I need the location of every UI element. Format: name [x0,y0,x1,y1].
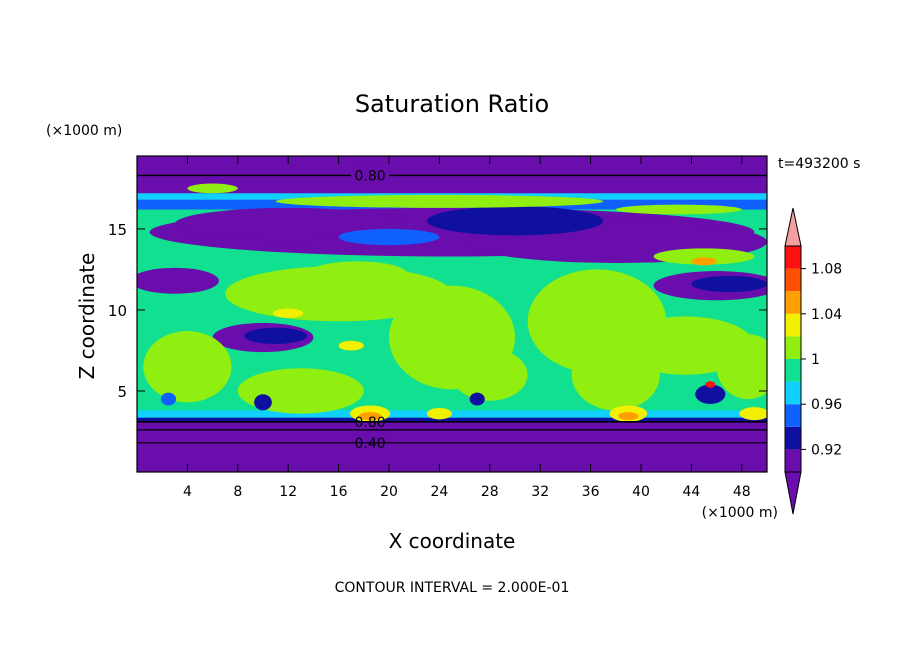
field-cell [160,392,177,406]
field-cell [244,327,308,344]
x-tick-label: 8 [233,484,242,500]
field-cell [358,412,382,421]
field-cell [143,331,232,403]
x-unit-note: (×1000 m) [702,505,778,521]
colorbar-swatch [785,359,801,382]
colorbar-under-arrow [784,471,802,515]
contour-label: 0.40 [355,436,386,452]
field-cell [426,206,604,236]
y-axis: 5 10 15 [108,221,767,401]
chart-title: Saturation Ratio [355,90,549,118]
contour-label-bg [351,167,390,184]
y-axis-label: Z coordinate [75,253,99,380]
colorbar-label: 1.04 [811,307,842,323]
x-tick-label: 16 [330,484,348,500]
field-cell [273,308,304,319]
field-cell [338,228,440,246]
colorbar-label: 1 [811,352,820,368]
field-cell [618,412,639,421]
field-cell [615,204,742,215]
field-cell [187,183,238,194]
x-axis: 4 8 12 16 20 24 28 32 36 40 44 48 [183,156,751,500]
field-cell [338,340,364,351]
colorbar-label: 0.96 [811,397,842,413]
y-tick-label: 5 [117,383,127,401]
colorbar-swatch [785,449,801,472]
time-label: t=493200 s [778,156,860,172]
field-cell [137,267,219,294]
colorbar-swatch [785,336,801,359]
field-cell [174,207,402,241]
field-cell [739,407,767,421]
x-tick-label: 48 [733,484,751,500]
contour-lines [137,174,767,444]
colorbar-label: 1.08 [811,262,842,278]
field-cell [653,248,755,265]
field-cell [225,266,452,322]
saturation-field [137,156,767,472]
contour-label: 0.80 [355,415,386,431]
colorbar-swatch [785,381,801,405]
x-tick-label: 36 [582,484,600,500]
contour-label: 0.80 [355,168,386,184]
x-tick-label: 24 [430,484,448,500]
x-axis-label: X coordinate [389,529,516,553]
x-tick-label: 12 [279,484,297,500]
x-tick-label: 32 [531,484,549,500]
humid-layer-base [137,410,767,419]
x-tick-label: 4 [183,484,192,500]
colorbar-swatch [785,404,801,427]
colorbar-swatch [785,268,801,292]
field-cell [469,392,485,406]
y-unit-note: (×1000 m) [46,123,122,139]
colorbar-label: 0.92 [811,442,842,458]
colorbar-over-arrow [784,207,802,247]
field-cell [426,407,452,420]
y-tick-label: 15 [108,221,127,239]
colorbar: 1.08 1.04 1 0.96 0.92 [784,207,842,515]
contour-interval-footer: CONTOUR INTERVAL = 2.000E-01 [335,580,570,596]
x-tick-label: 20 [380,484,398,500]
colorbar-swatch [785,246,801,269]
field-cell [705,381,716,388]
boundary-layer-top [137,417,767,423]
x-tick-label: 40 [632,484,650,500]
contour-labels: 0.80 0.80 0.40 [351,167,390,452]
colorbar-swatch [785,313,801,337]
field-cell [452,348,528,401]
field-cell [716,334,767,400]
field-cell [254,394,272,411]
x-tick-label: 44 [682,484,700,500]
colorbar-swatch [785,291,801,314]
plot-frame [136,155,768,473]
field-cell [691,275,767,293]
field-cell [691,257,717,266]
colorbar-swatch [785,426,801,450]
field-cell [275,194,604,208]
field-cell [695,384,726,404]
y-tick-label: 10 [108,302,127,320]
x-tick-label: 28 [481,484,499,500]
